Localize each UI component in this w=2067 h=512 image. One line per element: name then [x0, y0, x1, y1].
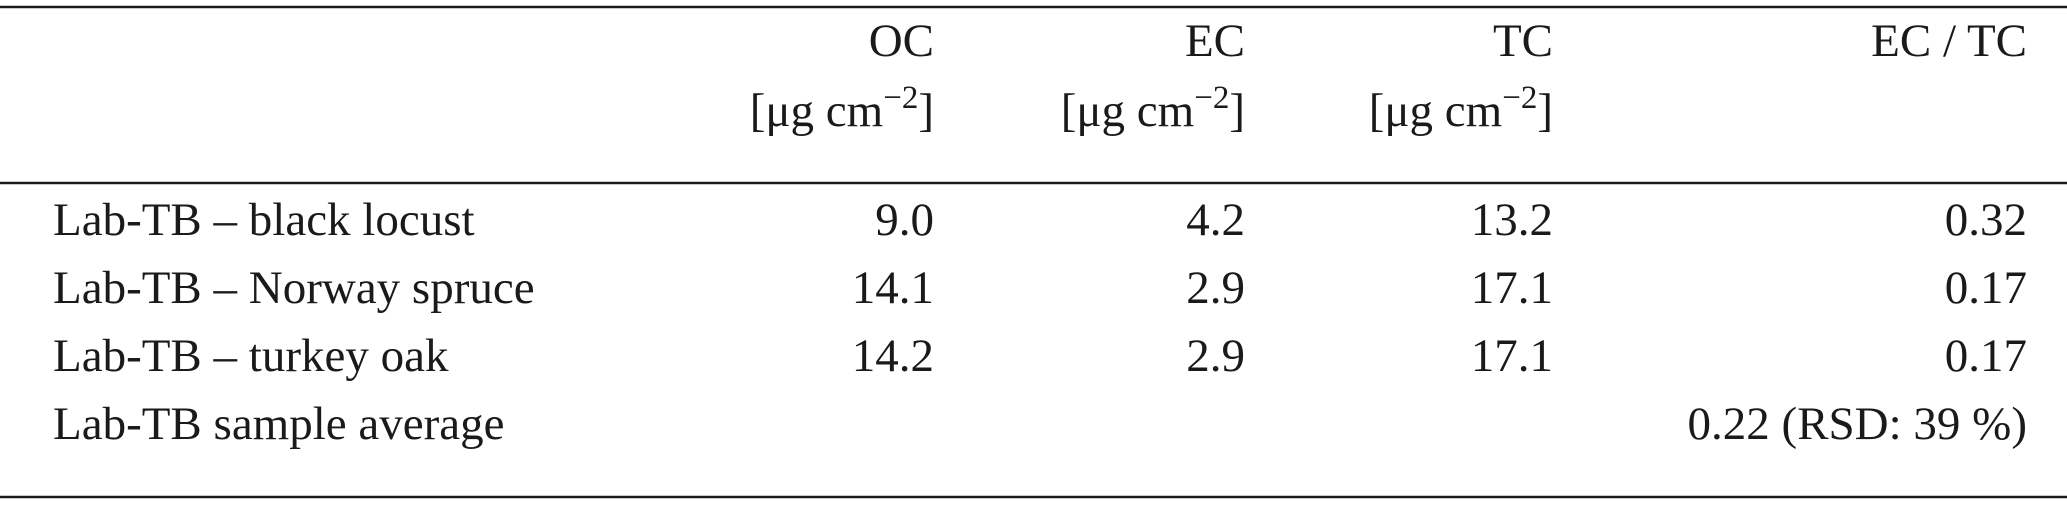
row-label: Lab-TB – Norway spruce — [53, 262, 535, 314]
column-unit: [μg cm−2] — [1061, 80, 1245, 137]
unit-base: [μg cm — [1061, 85, 1195, 137]
unit-exponent: −2 — [883, 80, 918, 116]
unit-exponent: −2 — [1194, 80, 1229, 116]
column-unit: [μg cm−2] — [1369, 80, 1553, 137]
unit-end: ] — [1229, 85, 1245, 137]
unit-exponent: −2 — [1502, 80, 1537, 116]
column-header: EC — [1185, 15, 1245, 67]
cell: 2.9 — [1186, 330, 1245, 382]
row-label: Lab-TB – black locust — [53, 194, 475, 246]
unit-end: ] — [918, 85, 934, 137]
row-label: Lab-TB – turkey oak — [53, 330, 449, 382]
cell: 13.2 — [1471, 194, 1553, 246]
cell: 14.1 — [852, 262, 934, 314]
cell: 9.0 — [875, 194, 934, 246]
summary-cell: 0.22 (RSD: 39 %) — [1688, 398, 2027, 450]
cell: 2.9 — [1186, 262, 1245, 314]
cell: 17.1 — [1471, 330, 1553, 382]
cell: 0.17 — [1945, 262, 2027, 314]
column-header: TC — [1493, 15, 1553, 67]
column-unit: [μg cm−2] — [750, 80, 934, 137]
column-header: EC / TC — [1871, 15, 2027, 67]
cell: 17.1 — [1471, 262, 1553, 314]
unit-end: ] — [1537, 85, 1553, 137]
cell: 14.2 — [852, 330, 934, 382]
unit-base: [μg cm — [750, 85, 884, 137]
row-label: Lab-TB sample average — [53, 398, 505, 450]
cell: 0.32 — [1945, 194, 2027, 246]
unit-base: [μg cm — [1369, 85, 1503, 137]
cell: 4.2 — [1186, 194, 1245, 246]
column-header: OC — [869, 15, 934, 67]
cell: 0.17 — [1945, 330, 2027, 382]
